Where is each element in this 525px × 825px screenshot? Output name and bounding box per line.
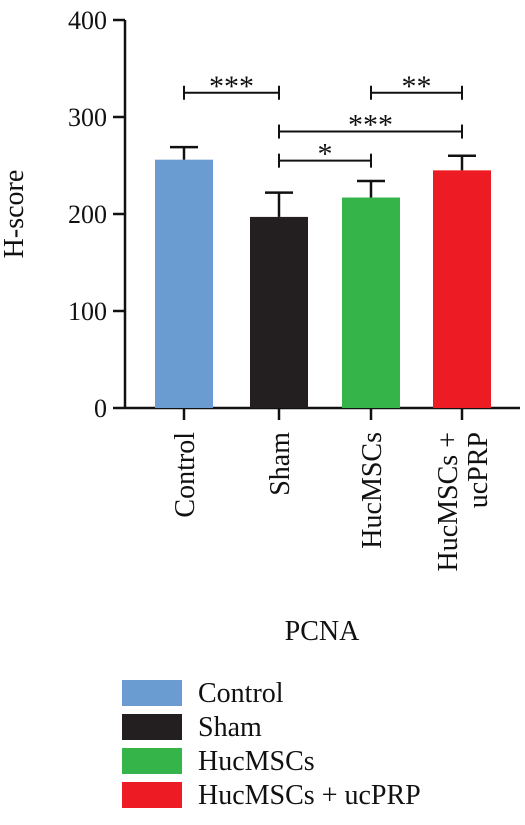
x-axis: Control Sham HucMSCs HucMSCs +ucPRP — [125, 406, 520, 571]
y-tick-label: 100 — [68, 297, 107, 326]
bar — [433, 170, 491, 408]
legend-swatch — [122, 748, 182, 774]
legend-label: Sham — [198, 712, 262, 743]
significance-label: * — [318, 138, 333, 171]
y-tick-label: 400 — [68, 6, 107, 35]
x-tick-label-line: Control — [170, 432, 201, 518]
x-tick-label-line: Sham — [265, 432, 296, 496]
y-axis: 0 100 200 300 400 — [68, 6, 127, 423]
legend-label: HucMSCs — [198, 746, 315, 777]
legend-label: HucMSCs + ucPRP — [198, 780, 421, 811]
y-axis-label: H-score — [0, 170, 30, 259]
legend-label: Control — [198, 678, 284, 709]
significance-label: *** — [348, 109, 393, 142]
bar — [250, 216, 308, 408]
y-tick-label: 300 — [68, 103, 107, 132]
x-tick-label: Control — [170, 432, 201, 518]
bar — [342, 197, 400, 408]
significance-label: ** — [402, 70, 432, 103]
x-tick-label-line: ucPRP — [463, 432, 494, 508]
x-tick-label-line: HucMSCs + — [433, 432, 464, 571]
y-tick-label: 200 — [68, 200, 107, 229]
significance-brackets: ********* — [183, 70, 463, 171]
bar — [155, 159, 213, 408]
x-tick-label-line: HucMSCs — [357, 432, 388, 549]
significance-label: *** — [209, 70, 254, 103]
legend-swatch — [122, 680, 182, 706]
bars — [155, 145, 491, 408]
legend-swatch — [122, 714, 182, 740]
x-axis-label: PCNA — [285, 616, 360, 647]
y-tick-label: 0 — [94, 394, 107, 423]
x-tick-label: HucMSCs — [357, 432, 388, 549]
x-tick-label: Sham — [265, 432, 296, 496]
legend-swatch — [122, 782, 182, 808]
x-tick-label: HucMSCs +ucPRP — [433, 432, 494, 571]
